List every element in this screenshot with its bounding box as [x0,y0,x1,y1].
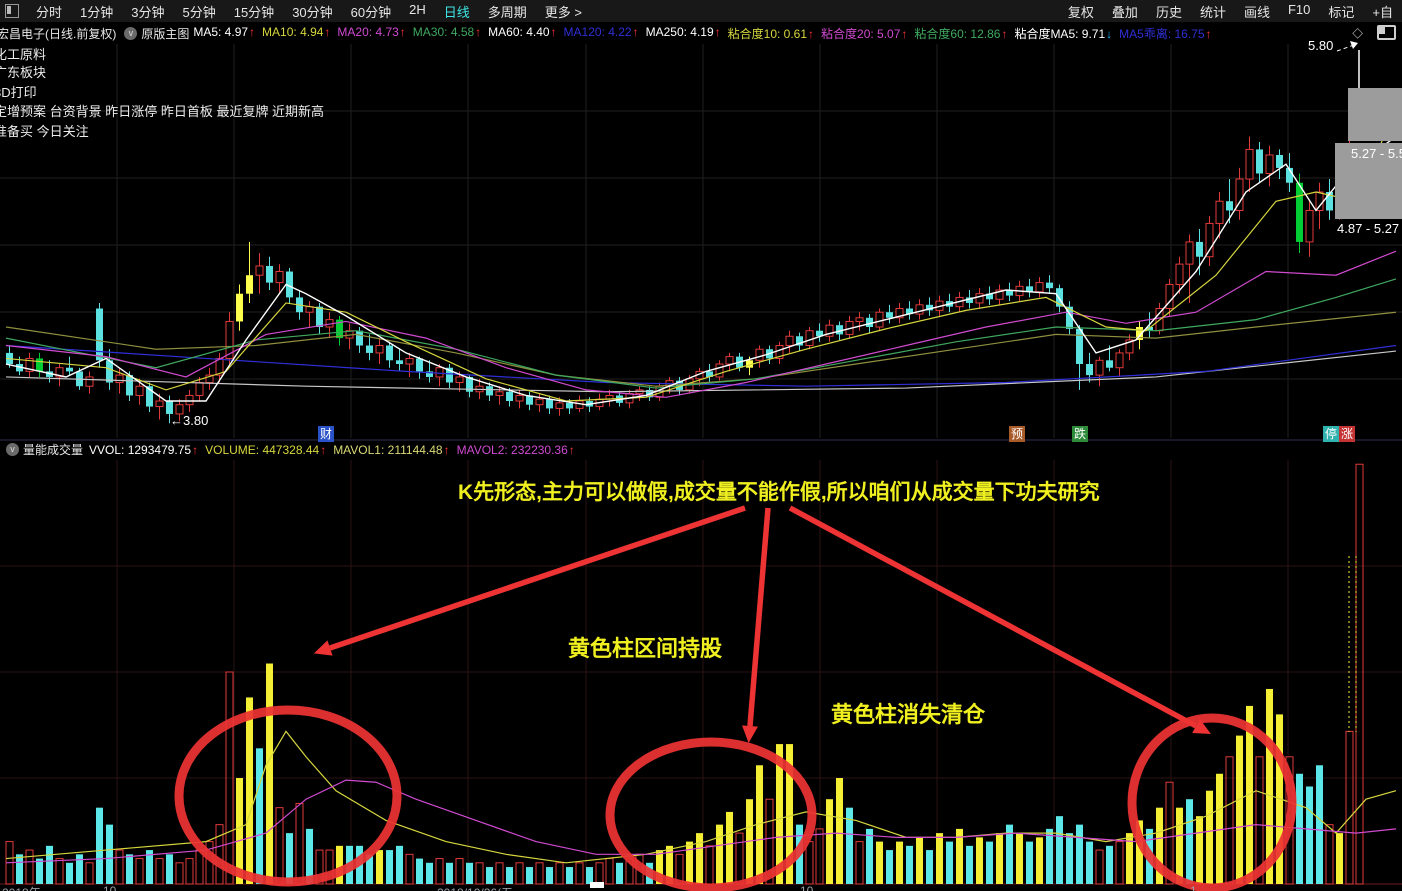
indicator-readout: 粘合度60: 12.86↑ [914,27,1008,41]
up-arrow-icon: ↑ [632,25,639,39]
period-tab-8[interactable]: 日线 [443,4,470,20]
stock-title: 宏昌电子(日线.前复权) [0,27,117,41]
annotation-headline: K先形态,主力可以做假,成交量不能作假,所以咱们从成交量下功夫研究 [458,481,1100,504]
price-zone-box [1348,88,1402,141]
collapse-chevron-icon[interactable]: v [6,443,19,456]
up-arrow-icon: ↑ [1205,27,1212,41]
period-tab-1[interactable]: 1分钟 [80,4,114,20]
tool-menu-item-2[interactable]: 历史 [1155,4,1182,20]
indicator-readout: 粘合度20: 5.07↑ [821,27,908,41]
indicator-readout: MAVOL2: 232230.36↑ [456,442,575,457]
indicator-readout: MA10: 4.94↑ [262,25,331,39]
up-arrow-icon: ↑ [714,25,721,39]
up-arrow-icon: ↑ [1001,27,1008,41]
high-price-label: 5.80 [1308,38,1334,53]
up-arrow-icon: ↑ [399,25,406,39]
flag-button-预[interactable]: 预 [1009,426,1025,442]
tool-menu: 复权 叠加 历史 统计 画线 F10 标记 +自 [1059,2,1402,21]
indicator-readout: VOLUME: 447328.44↑ [205,442,327,457]
diamond-marker-icon[interactable]: ◇ [1352,24,1363,40]
indicator-readout: 粘合度MA5: 9.71↓ [1014,27,1113,41]
low-price-label: ←3.80 [170,413,209,428]
up-arrow-icon: ↑ [550,25,557,39]
period-tab-3[interactable]: 5分钟 [182,4,216,20]
indicator-readout: MA5乖离: 16.75↑ [1119,27,1212,41]
volume-pane-title: 量能成交量 [23,443,84,457]
indicator-readout: 粘合度10: 0.61↑ [727,27,815,41]
period-tab-10[interactable]: 更多 > [544,4,582,20]
flag-button-财[interactable]: 财 [318,426,334,442]
indicator-readout: MA20: 4.73↑ [337,25,406,39]
flag-button-涨[interactable]: 涨 [1339,426,1355,442]
annotation-clear-label: 黄色柱消失清仓 [831,702,986,727]
tool-menu-item-5[interactable]: F10 [1287,1,1311,17]
up-arrow-icon: ↑ [324,25,331,39]
date-label: 10 [103,884,117,891]
indicator-readout: MA250: 4.19↑ [645,25,721,39]
down-arrow-icon: ↓ [1106,27,1113,41]
period-tab-6[interactable]: 60分钟 [350,4,392,20]
tool-menu-item-3[interactable]: 统计 [1199,4,1226,20]
volume-indicator-bar: v 量能成交量 VVOL: 1293479.75↑ VOLUME: 447328.… [2,441,582,458]
zone-low-label: 4.87 - 5.27 [1337,221,1400,236]
indicator-readout: MA120: 4.22↑ [563,25,639,39]
collapse-chevron-icon[interactable]: v [124,27,138,40]
indicator-readout: MAVOL1: 211144.48↑ [333,442,450,457]
stock-tag-line: 化工原料 [0,47,47,62]
zone-mid-label: 5.27 - 5.5 [1351,146,1402,161]
price-zone-box [1335,143,1402,219]
tool-menu-item-7[interactable]: +自 [1372,4,1393,20]
indicator-readout: MA60: 4.40↑ [488,25,557,39]
tool-menu-item-0[interactable]: 复权 [1067,4,1094,20]
up-arrow-icon: ↑ [249,25,256,39]
flag-button-跌[interactable]: 跌 [1072,426,1088,442]
indicator-readout: VVOL: 1293479.75↑ [89,442,199,457]
up-arrow-icon: ↑ [901,27,908,41]
period-tabs: 分时 1分钟 3分钟 5分钟 15分钟 30分钟 60分钟 2H 日线 多周期 更多 > [27,2,591,21]
period-menu-bar: 分时 1分钟 3分钟 5分钟 15分钟 30分钟 60分钟 2H 日线 多周期 更多 > 复权 叠加 历… [0,0,1402,23]
up-arrow-icon: ↑ [568,442,575,457]
flag-button-停[interactable]: 停 [1323,426,1339,442]
date-label: 2018年 [2,884,41,891]
period-tab-2[interactable]: 3分钟 [131,4,165,20]
stock-tag-line: 3D打印 [0,85,37,100]
tool-menu-item-1[interactable]: 叠加 [1111,4,1138,20]
stock-tag-line: 准备买 今日关注 [0,124,89,139]
period-tab-5[interactable]: 30分钟 [292,4,333,20]
period-tab-4[interactable]: 15分钟 [233,4,275,20]
axis-marker-box [590,882,604,888]
indicator-readout: MA5: 4.97↑ [193,25,256,39]
up-arrow-icon: ↑ [192,442,199,457]
up-arrow-icon: ↑ [475,25,482,39]
tool-menu-item-4[interactable]: 画线 [1243,4,1270,20]
indicator-readout: MA30: 4.58↑ [412,25,482,39]
date-label: 1 [1190,884,1197,891]
popup-window-icon[interactable] [1377,25,1396,40]
period-tab-0[interactable]: 分时 [36,4,63,20]
layout-label: 原版主图 [141,27,190,41]
stock-tag-line: 广东板块 [0,65,47,80]
date-label: 2018/10/26(五 [437,884,513,891]
annotation-hold-label: 黄色柱区间持股 [568,636,723,661]
period-tab-7[interactable]: 2H [409,1,426,17]
stock-tag-line: 定增预案 台资背景 昨日涨停 昨日首板 最近复牌 近期新高 [0,104,325,119]
app-window-icon[interactable] [5,4,19,18]
period-tab-9[interactable]: 多周期 [487,4,527,20]
up-arrow-icon: ↑ [808,27,815,41]
up-arrow-icon: ↑ [320,442,327,457]
indicator-bar: 宏昌电子(日线.前复权) v 原版主图 MA5: 4.97↑ MA10: 4.94… [0,25,1219,42]
tool-menu-item-6[interactable]: 标记 [1328,4,1355,20]
up-arrow-icon: ↑ [443,442,450,457]
date-label: 10 [800,884,814,891]
